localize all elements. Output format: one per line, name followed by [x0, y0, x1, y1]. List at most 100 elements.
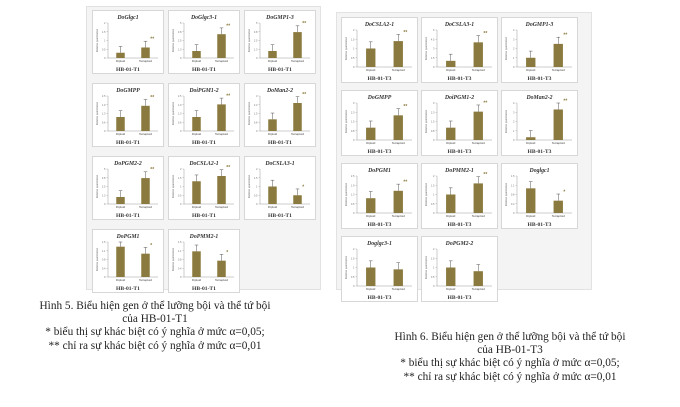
- category-label: Tetraploid: [291, 132, 304, 136]
- y-tick-label: 0.4: [178, 266, 182, 270]
- bar-tetraploid: [553, 200, 563, 213]
- category-label: Tetraploid: [472, 214, 485, 218]
- y-tick-label: 2: [433, 174, 435, 178]
- y-tick-label: 0: [513, 65, 515, 69]
- bar-diploid: [192, 181, 201, 204]
- bar-diploid: [446, 60, 456, 67]
- y-axis-label: Relative quantitation: [95, 247, 99, 271]
- y-tick-label: 0: [353, 65, 355, 69]
- bar-tetraploid: [473, 183, 483, 213]
- y-tick-label: 0.5: [351, 56, 355, 60]
- y-tick-label: 1.5: [102, 240, 106, 244]
- y-tick-label: 2.5: [254, 39, 258, 43]
- bar-diploid: [526, 137, 536, 140]
- bar-chart-11: DoPMM2-1 Relative quantitation 0 0.4 0.8 1.1 1…: [171, 234, 234, 292]
- bar-tetraploid: [553, 109, 563, 140]
- y-tick-label: 0.5: [431, 275, 435, 279]
- y-tick-label: 2.3: [254, 103, 258, 107]
- chart-panel-figure2-9: Doglgc1 Relative quantitation 0 0.4 0.8 1.1 1.…: [501, 163, 578, 229]
- category-label: Diploid: [116, 278, 126, 282]
- bar-chart-18: DoPGM1 Relative quantitation 0 0.6 1.3 1.9 2.5…: [344, 168, 412, 228]
- category-label: Tetraploid: [215, 278, 228, 282]
- figure5-note-alpha005: * biểu thị sự khác biệt có ý nghĩa ở mức…: [45, 326, 265, 339]
- category-label: Tetraploid: [472, 68, 485, 72]
- y-tick-label: 1: [256, 185, 258, 189]
- bar-diploid: [116, 52, 125, 58]
- y-tick-label: 1.3: [178, 112, 182, 116]
- y-tick-label: 1.3: [254, 47, 258, 51]
- y-tick-label: 0.6: [351, 202, 355, 206]
- x-axis-label: HB-01-T1: [116, 67, 140, 73]
- y-tick-label: 5: [104, 167, 106, 171]
- y-tick-label: 0.4: [102, 266, 106, 270]
- y-tick-label: 0: [433, 65, 435, 69]
- category-label: Tetraploid: [139, 59, 152, 63]
- x-axis-label: HB-01-T3: [448, 149, 472, 155]
- significance-marker: **: [563, 98, 567, 104]
- y-tick-label: 1.5: [431, 256, 435, 260]
- bar-chart-21: Doglgc3-1 Relative quantitation 0 0.5 1 1.5 2 D…: [344, 241, 412, 301]
- y-tick-label: 0: [104, 202, 106, 206]
- y-axis-label: Relative quantitation: [171, 247, 175, 271]
- chart-panel-figure2-11: DoPGM2-2 Relative quantitation 0 0.5 1 1.5 2 Di…: [421, 236, 498, 302]
- x-axis-label: HB-01-T3: [368, 76, 392, 82]
- y-axis-label: Relative quantitation: [504, 109, 508, 133]
- y-axis-label: Relative quantitation: [171, 174, 175, 198]
- x-axis-label: HB-01-T3: [368, 222, 392, 228]
- category-label: Diploid: [116, 59, 126, 63]
- x-axis-label: HB-01-T3: [528, 76, 552, 82]
- chart-title: DoPGM2-2: [113, 161, 142, 167]
- significance-marker: **: [226, 165, 230, 171]
- y-tick-label: 4: [513, 101, 515, 105]
- chart-panel-figure2-1: DoCSLA2-1 Relative quantitation 0 0.5 1 1.5 2 D…: [341, 17, 418, 83]
- bar-tetraploid: [293, 195, 302, 204]
- y-tick-label: 1: [513, 56, 515, 60]
- category-label: Tetraploid: [392, 287, 405, 291]
- significance-marker: *: [302, 184, 304, 190]
- chart-panel-figure1-1: DoGlgc1 Relative quantitation 0 0.5 1 1.5 2 Dip…: [92, 10, 164, 74]
- bar-diploid: [366, 198, 376, 213]
- category-label: Diploid: [268, 59, 278, 63]
- bar-chart-1: DoGlgc1 Relative quantitation 0 0.5 1 1.5 2 Dip…: [95, 15, 158, 73]
- bar-diploid: [366, 267, 376, 286]
- chart-title: DoGMP1-3: [525, 22, 554, 28]
- y-tick-label: 1.5: [102, 30, 106, 34]
- bar-diploid: [192, 51, 201, 58]
- y-tick-label: 1.3: [102, 112, 106, 116]
- bar-chart-17: DoMan2-2 Relative quantitation 0 1 2 3 4 Diploi…: [504, 95, 572, 155]
- bar-diploid: [268, 51, 277, 58]
- bar-diploid: [526, 57, 536, 67]
- figure6-note-alpha001: ** chỉ ra sự khác biệt có ý nghĩa ở mức …: [403, 370, 617, 383]
- x-axis-label: HB-01-T1: [268, 140, 292, 146]
- x-axis-label: HB-01-T1: [192, 213, 216, 219]
- y-tick-label: 0.5: [351, 275, 355, 279]
- y-tick-label: 3: [433, 47, 435, 51]
- significance-marker: **: [403, 104, 407, 110]
- y-axis-label: Relative quantitation: [424, 36, 428, 60]
- category-label: Tetraploid: [392, 141, 405, 145]
- y-tick-label: 2.5: [178, 39, 182, 43]
- y-tick-label: 0: [180, 129, 182, 133]
- figure6-caption-title: Hình 6. Biểu hiện gen ở thể lưỡng bội và…: [394, 331, 626, 343]
- chart-title: DoPMM2-1: [444, 168, 474, 174]
- chart-title: DoGMPP: [367, 95, 392, 101]
- y-tick-label: 0: [513, 211, 515, 215]
- y-tick-label: 0.8: [431, 129, 435, 133]
- y-tick-label: 1: [104, 39, 106, 43]
- y-tick-label: 0: [513, 138, 515, 142]
- category-label: Diploid: [116, 205, 126, 209]
- y-tick-label: 0: [256, 56, 258, 60]
- bar-tetraploid: [473, 271, 483, 286]
- category-label: Tetraploid: [552, 68, 565, 72]
- y-tick-label: 0.8: [254, 120, 258, 124]
- x-axis-label: HB-01-T1: [116, 213, 140, 219]
- y-tick-label: 2.3: [351, 110, 355, 114]
- category-label: Diploid: [526, 68, 536, 72]
- category-label: Diploid: [366, 214, 376, 218]
- y-tick-label: 3.8: [254, 30, 258, 34]
- category-label: Tetraploid: [215, 205, 228, 209]
- y-tick-label: 0: [433, 284, 435, 288]
- x-axis-label: HB-01-T1: [116, 140, 140, 146]
- y-tick-label: 0: [353, 284, 355, 288]
- bar-tetraploid: [217, 260, 226, 277]
